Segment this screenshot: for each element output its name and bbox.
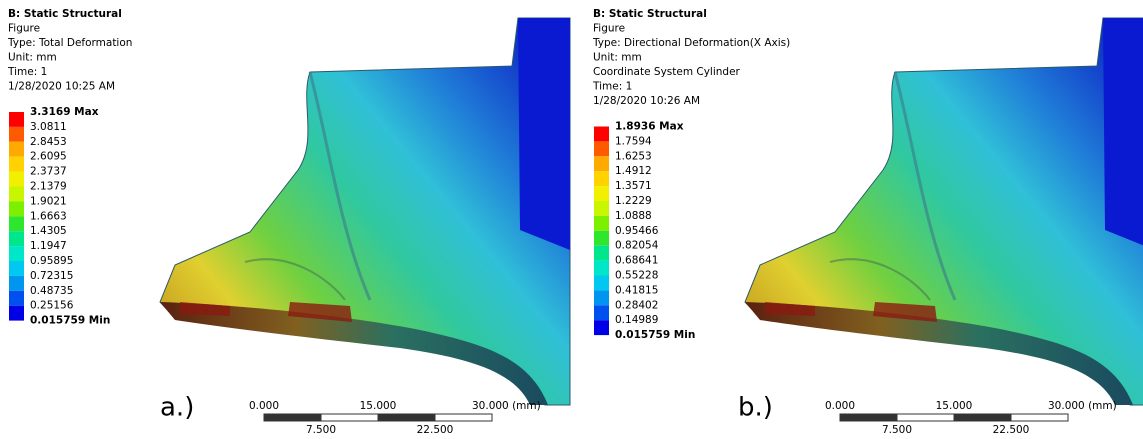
legend-label: 1.6663 (30, 210, 67, 222)
legend-swatch (9, 231, 24, 247)
legend-swatch (594, 320, 609, 336)
legend-label: 1.9021 (30, 195, 67, 207)
header-line: B: Static Structural (593, 8, 707, 20)
legend-swatch (9, 290, 24, 306)
legend-label: 0.28402 (615, 299, 658, 311)
legend-label: 0.14989 (615, 314, 658, 326)
header-line: B: Static Structural (8, 8, 122, 20)
legend-swatch (9, 186, 24, 202)
legend-swatch (9, 156, 24, 172)
header-line: Time: 1 (7, 66, 47, 78)
legend-label: 1.7594 (615, 135, 652, 147)
model-render (158, 16, 572, 407)
legend-swatch (594, 186, 609, 201)
legend-label: 1.0888 (615, 210, 652, 222)
legend-swatch (594, 201, 609, 216)
legend-swatch (594, 245, 609, 261)
legend-swatch (9, 112, 24, 127)
legend-label: 0.82054 (615, 240, 659, 252)
legend-swatch (594, 260, 609, 276)
header-line: Unit: mm (593, 52, 642, 64)
header-line: Unit: mm (8, 52, 57, 64)
legend-swatch (9, 141, 24, 157)
legend-label: 2.6095 (30, 151, 67, 163)
legend-label: 0.48735 (30, 285, 73, 297)
legend-label: 0.41815 (615, 284, 658, 296)
header-line: Figure (8, 23, 40, 35)
legend-swatch (9, 126, 24, 142)
legend-label: 0.95466 (615, 225, 659, 237)
legend-swatch (9, 171, 24, 187)
legend-swatch (9, 275, 24, 291)
legend-label: 2.8453 (30, 136, 67, 148)
scale-bar-segment (839, 413, 898, 422)
header-line: Figure (593, 23, 625, 35)
legend-swatch (9, 261, 24, 276)
scale-label: 7.500 (882, 424, 912, 436)
scale-label: 30.000 (mm) (472, 400, 541, 412)
legend-label: 1.2229 (615, 195, 652, 207)
legend-label: 1.6253 (615, 150, 652, 162)
scale-bar-segment (377, 413, 436, 422)
legend-label: 1.4912 (615, 165, 652, 177)
legend-label: 0.68641 (615, 255, 658, 267)
legend-swatch (9, 216, 24, 232)
scale-bar-segment (320, 413, 379, 422)
legend-swatch (594, 215, 609, 231)
legend-swatch (594, 305, 609, 321)
legend-swatch (594, 290, 609, 306)
scale-label: 15.000 (360, 400, 397, 412)
scale-bar-segment (434, 413, 493, 422)
legend-label: 1.1947 (30, 240, 67, 252)
legend-label: 1.8936 Max (615, 121, 684, 133)
panel-label: b.) (738, 393, 773, 423)
legend-swatch (594, 275, 609, 291)
legend-swatch (9, 305, 24, 321)
scale-label: 7.500 (306, 424, 336, 436)
panel-label: a.) (160, 393, 194, 423)
legend-swatch (594, 230, 609, 246)
legend-label: 0.015759 Min (30, 315, 110, 327)
scale-label: 15.000 (936, 400, 973, 412)
legend-swatch (9, 246, 24, 261)
legend-label: 1.3571 (615, 180, 652, 192)
scale-bar-segment (1010, 413, 1069, 422)
legend-swatch (594, 126, 609, 142)
legend-swatch (594, 171, 609, 187)
header-line: Type: Directional Deformation(X Axis) (592, 37, 790, 49)
legend-label: 0.25156 (30, 300, 74, 312)
header-line: Type: Total Deformation (7, 37, 132, 49)
legend-label: 3.0811 (30, 121, 67, 133)
legend-swatch (594, 141, 609, 157)
legend-swatch (9, 201, 24, 217)
scale-label: 30.000 (mm) (1048, 400, 1117, 412)
legend-label: 1.4305 (30, 225, 67, 237)
legend-label: 0.95895 (30, 255, 73, 267)
scale-label: 0.000 (249, 400, 279, 412)
legend-swatch (594, 156, 609, 172)
scale-label: 22.500 (417, 424, 454, 436)
header-line: 1/28/2020 10:26 AM (593, 95, 700, 107)
scale-bar-segment (263, 413, 322, 422)
legend-label: 0.72315 (30, 270, 73, 282)
scale-bar-segment (896, 413, 955, 422)
header-line: 1/28/2020 10:25 AM (8, 81, 115, 93)
legend-label: 3.3169 Max (30, 106, 99, 118)
scale-bar-segment (953, 413, 1012, 422)
legend-label: 0.015759 Min (615, 329, 695, 341)
scale-label: 22.500 (993, 424, 1030, 436)
header-line: Coordinate System Cylinder (593, 66, 741, 78)
header-line: Time: 1 (592, 81, 632, 93)
model-render (743, 16, 1143, 407)
legend-label: 2.3737 (30, 166, 67, 178)
scale-label: 0.000 (825, 400, 855, 412)
legend-label: 0.55228 (615, 270, 658, 282)
legend-label: 2.1379 (30, 181, 67, 193)
